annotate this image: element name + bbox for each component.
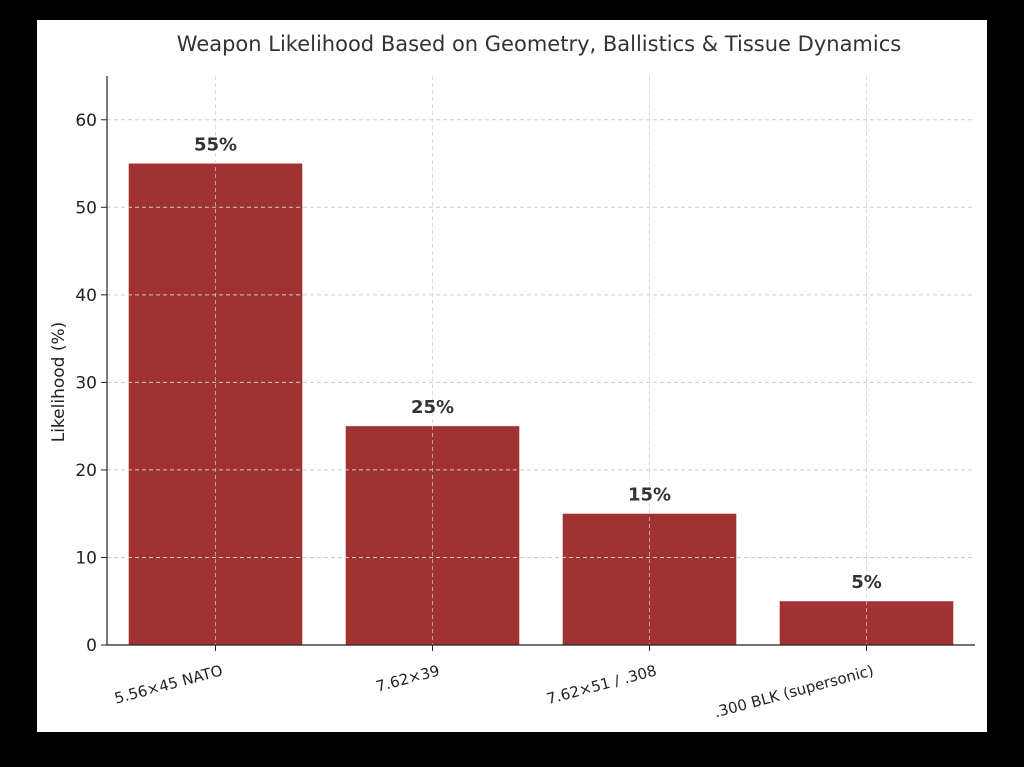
y-ticks: 0 10 20 30 40 50 60 bbox=[75, 111, 107, 656]
data-label: 55% bbox=[194, 135, 237, 156]
y-tick-label: 50 bbox=[75, 198, 97, 218]
y-tick-label: 40 bbox=[75, 286, 97, 306]
data-label: 25% bbox=[411, 397, 454, 418]
y-tick-label: 10 bbox=[75, 548, 97, 568]
data-labels: 55% 25% 15% 5% bbox=[194, 135, 882, 594]
x-tick-label: .300 BLK (supersonic) bbox=[712, 661, 875, 721]
y-axis-label: Likelihood (%) bbox=[49, 322, 69, 443]
x-tick-label: 7.62×51 / .308 bbox=[545, 661, 659, 708]
bar bbox=[128, 163, 303, 646]
bars bbox=[128, 163, 954, 646]
x-tick-label: 5.56×45 NATO bbox=[113, 661, 225, 707]
y-tick-label: 30 bbox=[75, 373, 97, 393]
chart-frame: Weapon Likelihood Based on Geometry, Bal… bbox=[37, 20, 987, 732]
bar bbox=[345, 426, 520, 645]
data-label: 5% bbox=[851, 572, 882, 593]
x-ticks: 5.56×45 NATO 7.62×39 7.62×51 / .308 .300 BL… bbox=[113, 645, 876, 721]
axes bbox=[106, 76, 975, 646]
y-tick-label: 0 bbox=[86, 636, 97, 656]
y-tick-label: 20 bbox=[75, 461, 97, 481]
y-tick-label: 60 bbox=[75, 111, 97, 131]
data-label: 15% bbox=[628, 485, 671, 506]
x-tick-label: 7.62×39 bbox=[374, 661, 442, 695]
bar-chart: Weapon Likelihood Based on Geometry, Bal… bbox=[49, 32, 975, 721]
grid bbox=[107, 76, 975, 645]
chart-title: Weapon Likelihood Based on Geometry, Bal… bbox=[177, 32, 901, 56]
